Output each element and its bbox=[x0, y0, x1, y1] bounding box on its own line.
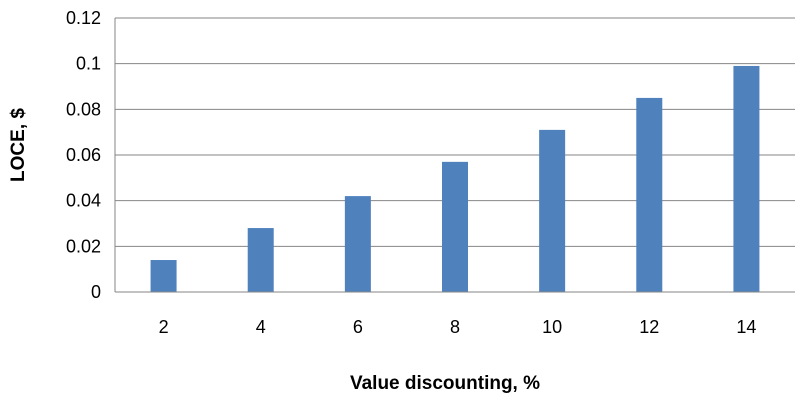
y-tick-label: 0.1 bbox=[76, 54, 101, 74]
x-tick-labels: 2 4 6 8 10 12 14 bbox=[159, 317, 757, 337]
y-tick-label: 0.08 bbox=[66, 99, 101, 119]
x-tick-label: 8 bbox=[450, 317, 460, 337]
y-axis-title: LOCE, $ bbox=[8, 108, 29, 182]
bar-4 bbox=[247, 228, 274, 292]
bar-8 bbox=[442, 161, 468, 292]
y-tick-labels: 0 0.02 0.04 0.06 0.08 0.1 0.12 bbox=[66, 8, 101, 302]
x-tick-label: 14 bbox=[736, 317, 756, 337]
y-tick-label: 0 bbox=[91, 282, 101, 302]
bar-6 bbox=[344, 196, 371, 292]
x-tick-label: 12 bbox=[639, 317, 659, 337]
x-tick-label: 2 bbox=[159, 317, 169, 337]
x-tick-label: 6 bbox=[353, 317, 363, 337]
bar-2 bbox=[150, 260, 177, 292]
y-tick-label: 0.04 bbox=[66, 191, 101, 211]
x-tick-label: 10 bbox=[542, 317, 562, 337]
y-tick-label: 0.02 bbox=[66, 236, 101, 256]
y-tick-label: 0.06 bbox=[66, 145, 101, 165]
x-tick-label: 4 bbox=[256, 317, 266, 337]
gridlines bbox=[115, 17, 795, 247]
bar-12 bbox=[636, 97, 663, 293]
bar-10 bbox=[539, 129, 566, 292]
bars bbox=[150, 65, 760, 293]
y-tick-label: 0.12 bbox=[66, 8, 101, 28]
bar-14 bbox=[733, 65, 760, 292]
x-axis-title: Value discounting, % bbox=[350, 373, 540, 394]
